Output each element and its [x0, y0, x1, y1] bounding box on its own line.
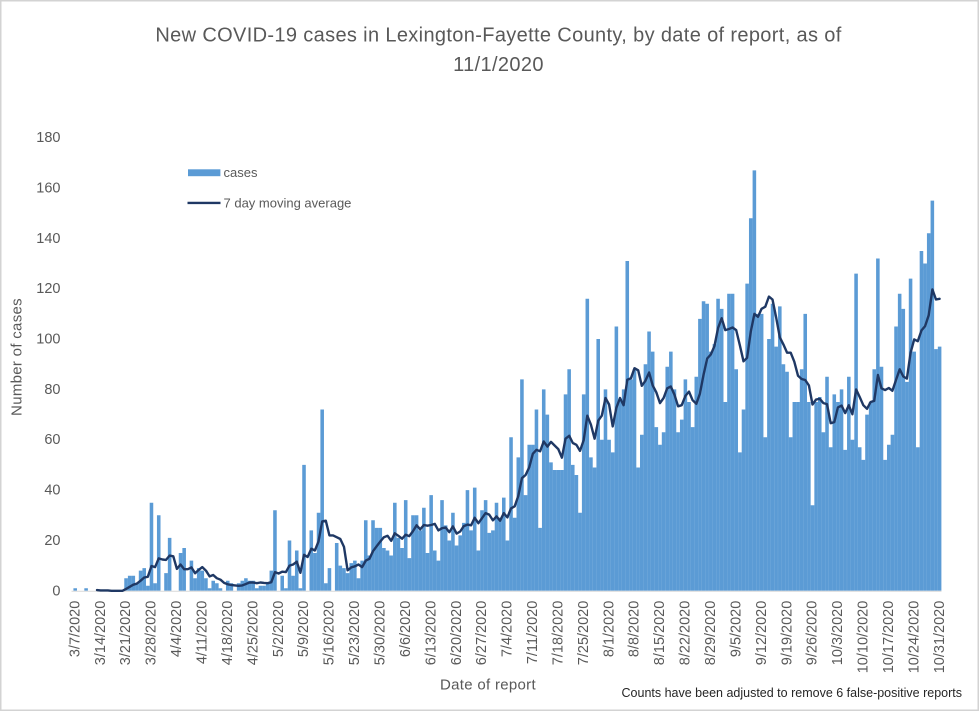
svg-text:4/25/2020: 4/25/2020: [245, 601, 261, 666]
svg-text:7 day moving average: 7 day moving average: [224, 195, 352, 210]
svg-text:10/24/2020: 10/24/2020: [906, 601, 922, 674]
svg-text:5/16/2020: 5/16/2020: [322, 601, 338, 666]
svg-text:10/10/2020: 10/10/2020: [856, 601, 872, 674]
svg-text:6/20/2020: 6/20/2020: [449, 601, 465, 666]
svg-text:10/17/2020: 10/17/2020: [881, 601, 897, 674]
svg-text:8/29/2020: 8/29/2020: [703, 601, 719, 666]
svg-text:6/13/2020: 6/13/2020: [423, 601, 439, 666]
svg-text:4/18/2020: 4/18/2020: [220, 601, 236, 666]
svg-text:5/9/2020: 5/9/2020: [296, 601, 312, 657]
svg-text:Date of report: Date of report: [440, 676, 536, 693]
svg-text:11/1/2020: 11/1/2020: [453, 54, 544, 76]
svg-text:180: 180: [36, 130, 60, 146]
svg-text:160: 160: [36, 181, 60, 197]
svg-text:5/30/2020: 5/30/2020: [373, 601, 389, 666]
svg-text:5/23/2020: 5/23/2020: [347, 601, 363, 666]
svg-text:80: 80: [44, 382, 60, 398]
svg-text:8/8/2020: 8/8/2020: [627, 601, 643, 657]
svg-text:40: 40: [44, 483, 60, 499]
svg-text:7/25/2020: 7/25/2020: [576, 601, 592, 666]
svg-text:0: 0: [52, 583, 60, 599]
svg-text:8/1/2020: 8/1/2020: [601, 601, 617, 657]
svg-text:Counts have been adjusted to r: Counts have been adjusted to remove 6 fa…: [622, 686, 962, 700]
svg-text:100: 100: [36, 332, 60, 348]
svg-text:9/19/2020: 9/19/2020: [779, 601, 795, 666]
svg-text:140: 140: [36, 231, 60, 247]
svg-text:3/7/2020: 3/7/2020: [67, 601, 83, 657]
svg-text:10/3/2020: 10/3/2020: [830, 601, 846, 666]
svg-text:6/6/2020: 6/6/2020: [398, 601, 414, 657]
svg-text:7/18/2020: 7/18/2020: [551, 601, 567, 666]
svg-text:120: 120: [36, 281, 60, 297]
svg-text:3/28/2020: 3/28/2020: [144, 601, 160, 666]
svg-text:7/11/2020: 7/11/2020: [525, 601, 541, 664]
svg-text:8/22/2020: 8/22/2020: [678, 601, 694, 666]
svg-text:4/4/2020: 4/4/2020: [169, 601, 185, 657]
svg-text:3/14/2020: 3/14/2020: [93, 601, 109, 666]
svg-text:60: 60: [44, 432, 60, 448]
svg-text:5/2/2020: 5/2/2020: [271, 601, 287, 657]
svg-text:10/31/2020: 10/31/2020: [932, 601, 948, 674]
svg-text:20: 20: [44, 533, 60, 549]
svg-text:6/27/2020: 6/27/2020: [474, 601, 490, 666]
svg-text:cases: cases: [224, 165, 258, 180]
svg-text:New COVID-19 cases in Lexingto: New COVID-19 cases in Lexington-Fayette …: [155, 25, 841, 47]
svg-text:9/5/2020: 9/5/2020: [728, 601, 744, 657]
svg-text:7/4/2020: 7/4/2020: [500, 601, 516, 657]
svg-text:Number of cases: Number of cases: [9, 298, 26, 416]
svg-text:9/12/2020: 9/12/2020: [754, 601, 770, 666]
svg-text:3/21/2020: 3/21/2020: [118, 601, 134, 666]
svg-text:9/26/2020: 9/26/2020: [805, 601, 821, 666]
svg-text:4/11/2020: 4/11/2020: [195, 601, 211, 664]
svg-text:8/15/2020: 8/15/2020: [652, 601, 668, 666]
